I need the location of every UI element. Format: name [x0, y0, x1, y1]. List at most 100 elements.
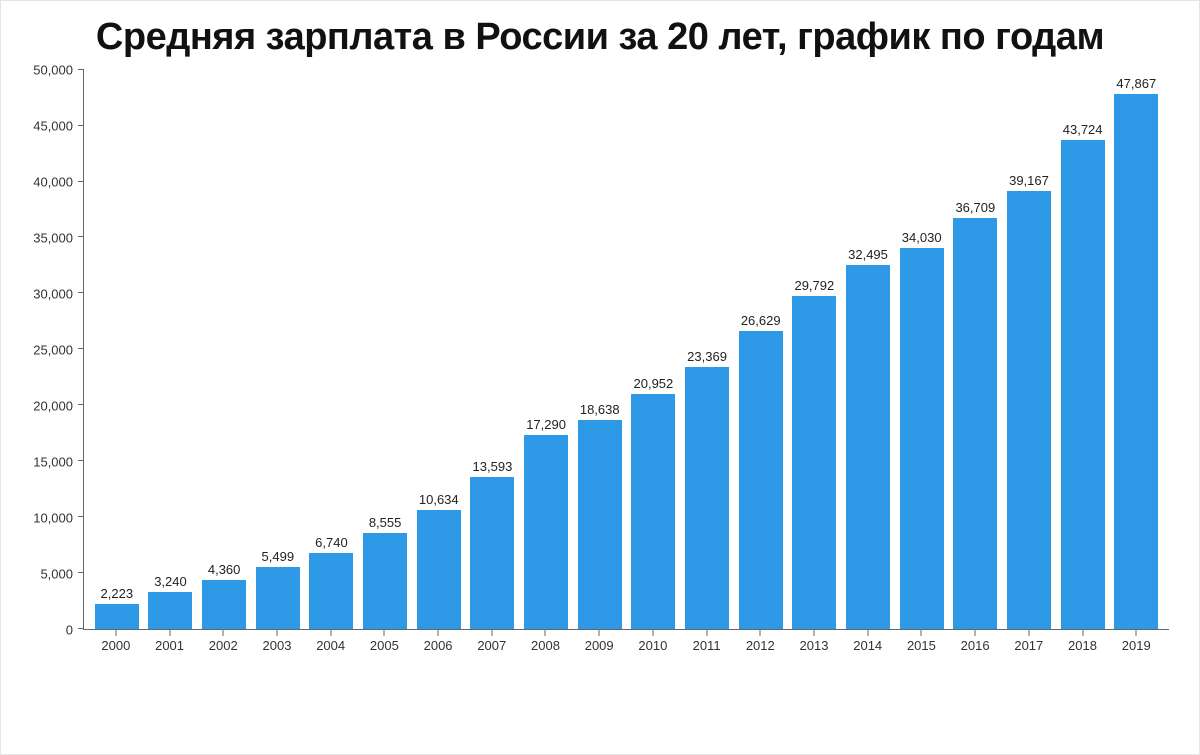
y-tick-mark	[78, 125, 84, 126]
x-tick-slot: 2018	[1056, 630, 1110, 660]
bar-slot: 26,629	[734, 70, 788, 629]
x-tick-slot: 2004	[304, 630, 358, 660]
x-tick-slot: 2019	[1109, 630, 1163, 660]
y-tick-label: 40,000	[33, 174, 73, 189]
bar	[202, 580, 246, 629]
bar-value-label: 10,634	[419, 492, 459, 507]
bar	[739, 331, 783, 629]
x-tick-mark	[115, 630, 116, 636]
bar	[95, 604, 139, 629]
y-tick-label: 20,000	[33, 398, 73, 413]
bar	[524, 435, 568, 628]
x-tick-slot: 2015	[895, 630, 949, 660]
bar	[953, 218, 997, 628]
y-tick-mark	[78, 69, 84, 70]
x-tick-mark	[921, 630, 922, 636]
x-tick-label: 2001	[143, 638, 197, 653]
bar-slot: 43,724	[1056, 70, 1110, 629]
bar-value-label: 17,290	[526, 417, 566, 432]
chart-title: Средняя зарплата в России за 20 лет, гра…	[21, 16, 1179, 60]
x-tick-mark	[384, 630, 385, 636]
bar-value-label: 34,030	[902, 230, 942, 245]
y-axis: 05,00010,00015,00020,00025,00030,00035,0…	[21, 70, 81, 630]
y-tick-label: 35,000	[33, 230, 73, 245]
bar-value-label: 26,629	[741, 313, 781, 328]
x-tick-mark	[491, 630, 492, 636]
bar-value-label: 36,709	[955, 200, 995, 215]
y-tick-mark	[78, 516, 84, 517]
y-tick-mark	[78, 404, 84, 405]
bar	[578, 420, 622, 628]
bar-slot: 34,030	[895, 70, 949, 629]
bar	[148, 592, 192, 628]
x-tick-label: 2019	[1109, 638, 1163, 653]
x-tick-slot: 2003	[250, 630, 304, 660]
x-tick-slot: 2001	[143, 630, 197, 660]
x-tick-label: 2006	[411, 638, 465, 653]
bar-slot: 32,495	[841, 70, 895, 629]
chart-area: 05,00010,00015,00020,00025,00030,00035,0…	[21, 70, 1179, 660]
y-tick-mark	[78, 572, 84, 573]
bar	[900, 248, 944, 628]
y-tick-mark	[78, 181, 84, 182]
bar-slot: 13,593	[466, 70, 520, 629]
bar	[846, 265, 890, 628]
y-tick-label: 5,000	[40, 566, 73, 581]
bar-value-label: 39,167	[1009, 173, 1049, 188]
x-tick-mark	[330, 630, 331, 636]
bar-value-label: 6,740	[315, 535, 348, 550]
x-tick-slot: 2011	[680, 630, 734, 660]
y-tick-label: 25,000	[33, 342, 73, 357]
bar-value-label: 3,240	[154, 574, 187, 589]
x-tick-label: 2000	[89, 638, 143, 653]
x-tick-label: 2012	[733, 638, 787, 653]
x-tick-label: 2003	[250, 638, 304, 653]
x-tick-label: 2018	[1056, 638, 1110, 653]
x-tick-mark	[867, 630, 868, 636]
plot-area: 2,2233,2404,3605,4996,7408,55510,63413,5…	[83, 70, 1169, 630]
bar-value-label: 32,495	[848, 247, 888, 262]
x-tick-slot: 2013	[787, 630, 841, 660]
bar	[1114, 94, 1158, 629]
x-tick-slot: 2016	[948, 630, 1002, 660]
bar	[631, 394, 675, 628]
bar	[470, 477, 514, 629]
x-tick-label: 2016	[948, 638, 1002, 653]
y-tick-mark	[78, 460, 84, 461]
bar-slot: 3,240	[144, 70, 198, 629]
bar-slot: 17,290	[519, 70, 573, 629]
bar-value-label: 4,360	[208, 562, 241, 577]
bar-value-label: 20,952	[634, 376, 674, 391]
x-tick-slot: 2012	[733, 630, 787, 660]
x-tick-slot: 2010	[626, 630, 680, 660]
x-tick-mark	[1082, 630, 1083, 636]
y-tick-label: 50,000	[33, 62, 73, 77]
chart-frame: Средняя зарплата в России за 20 лет, гра…	[0, 0, 1200, 755]
x-tick-slot: 2000	[89, 630, 143, 660]
bar-value-label: 43,724	[1063, 122, 1103, 137]
x-tick-slot: 2017	[1002, 630, 1056, 660]
x-tick-slot: 2002	[196, 630, 250, 660]
bar-slot: 8,555	[358, 70, 412, 629]
y-tick-label: 45,000	[33, 118, 73, 133]
bar-value-label: 18,638	[580, 402, 620, 417]
bar-value-label: 13,593	[473, 459, 513, 474]
x-tick-slot: 2014	[841, 630, 895, 660]
x-tick-slot: 2007	[465, 630, 519, 660]
x-axis: 2000200120022003200420052006200720082009…	[83, 630, 1169, 660]
bar-slot: 18,638	[573, 70, 627, 629]
x-tick-slot: 2006	[411, 630, 465, 660]
y-tick-label: 10,000	[33, 510, 73, 525]
bar-value-label: 23,369	[687, 349, 727, 364]
bar-slot: 10,634	[412, 70, 466, 629]
x-tick-label: 2007	[465, 638, 519, 653]
bar-value-label: 8,555	[369, 515, 402, 530]
x-tick-label: 2002	[196, 638, 250, 653]
x-tick-label: 2005	[358, 638, 412, 653]
bar	[256, 567, 300, 628]
x-tick-mark	[223, 630, 224, 636]
x-tick-slot: 2008	[519, 630, 573, 660]
y-tick-label: 30,000	[33, 286, 73, 301]
bar-slot: 23,369	[680, 70, 734, 629]
bar-slot: 20,952	[627, 70, 681, 629]
